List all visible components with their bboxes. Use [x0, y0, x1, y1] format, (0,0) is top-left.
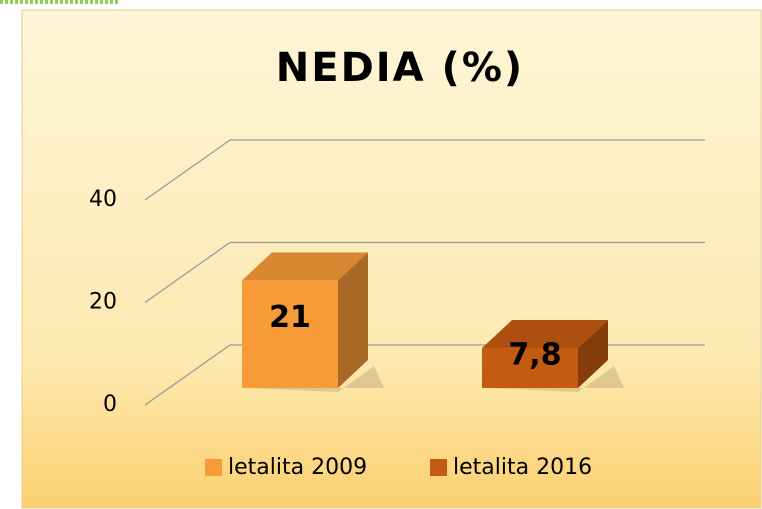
shadow: [488, 366, 624, 392]
grid-line: [144, 241, 231, 304]
bar-top: [242, 252, 368, 281]
value-label: 7,8: [508, 338, 561, 373]
bar-side: [578, 320, 608, 388]
chart-area: [21, 9, 762, 509]
shadow: [248, 366, 384, 392]
legend-swatch: [430, 459, 447, 476]
legend-label: letalita 2016: [453, 455, 592, 480]
bar-side: [338, 252, 368, 388]
y-tick-label: 0: [103, 392, 117, 417]
grid-line: [144, 344, 231, 406]
value-label: 21: [269, 300, 311, 335]
bar: [482, 348, 578, 388]
y-tick-label: 20: [89, 290, 117, 315]
y-tick-label: 40: [89, 187, 117, 212]
legend-label: letalita 2009: [228, 455, 367, 480]
bar: [242, 280, 338, 388]
bar-top: [482, 320, 608, 349]
grid-line: [144, 139, 231, 201]
chart-title: NEDIA (%): [276, 45, 524, 91]
legend-swatch: [205, 459, 222, 476]
